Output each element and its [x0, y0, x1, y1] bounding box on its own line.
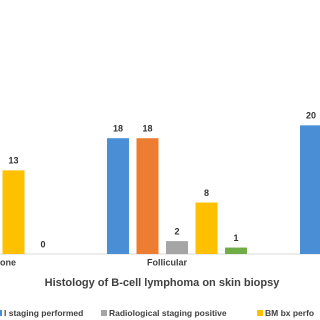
bar: [225, 247, 247, 254]
x-tick-label: Follicular: [147, 257, 188, 267]
legend-swatch: [257, 310, 263, 316]
legend-label: Radiological staging positive: [109, 308, 227, 318]
value-label: 20: [306, 111, 316, 121]
legend-label: BM bx perfo: [265, 308, 314, 318]
bar: [2, 170, 25, 254]
value-label: 1: [233, 233, 238, 243]
x-axis-title: Histology of B-cell lymphoma on skin bio…: [45, 277, 281, 289]
value-label: 8: [204, 188, 209, 198]
bar: [136, 138, 159, 254]
bar: [195, 202, 218, 254]
bar: [107, 138, 129, 254]
legend-swatch: [0, 310, 2, 316]
value-label: 0: [40, 239, 45, 249]
value-label: 2: [174, 227, 179, 237]
value-label: 18: [142, 124, 152, 134]
bar: [300, 125, 320, 254]
x-tick-label: one: [0, 257, 16, 267]
value-label: 13: [8, 156, 18, 166]
legend-label: l staging performed: [4, 308, 83, 318]
bar: [166, 241, 188, 254]
value-label: 18: [113, 124, 123, 134]
legend-swatch: [101, 310, 107, 316]
